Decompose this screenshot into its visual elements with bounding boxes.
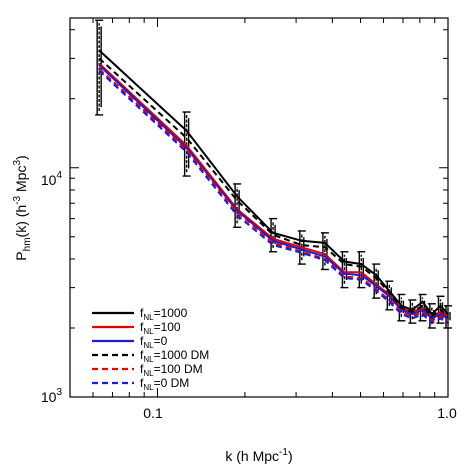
legend-entry-fnl100: fNL=100 <box>92 320 181 336</box>
legend-label-fnl1000-dm: fNL=1000 DM <box>140 348 209 364</box>
series-lines <box>98 49 449 325</box>
error-bars <box>95 19 452 329</box>
legend: fNL=1000 fNL=100 fNL=0 fNL=1000 DM fNL=1… <box>92 306 209 392</box>
plot-frame <box>69 17 449 398</box>
legend-entry-fnl0-dm: fNL=0 DM <box>92 376 189 392</box>
series-line-1 <box>98 62 449 318</box>
x-tick-label-0.1: 0.1 <box>143 405 163 421</box>
y-tick-label-1e4: 104 <box>41 170 63 188</box>
legend-label-fnl1000: fNL=1000 <box>140 306 188 322</box>
legend-label-fnl100: fNL=100 <box>140 320 181 336</box>
legend-entry-fnl1000-dm: fNL=1000 DM <box>92 348 209 364</box>
axis-ticks <box>69 18 449 398</box>
series-line-3 <box>98 57 449 318</box>
legend-label-fnl0-dm: fNL=0 DM <box>140 376 189 392</box>
legend-label-fnl100-dm: fNL=100 DM <box>140 362 203 378</box>
series-line-4 <box>98 68 449 323</box>
series-line-2 <box>98 64 449 320</box>
series-line-0 <box>98 49 449 316</box>
legend-label-fnl0: fNL=0 <box>140 334 168 350</box>
x-tick-label-1.0: 1.0 <box>437 405 457 421</box>
y-tick-label-1e3: 103 <box>41 387 63 405</box>
y-axis-label: Phm(k) (h-3 Mpc3) <box>12 155 33 260</box>
series-line-5 <box>98 69 449 325</box>
x-axis-label: k (h Mpc-1) <box>225 447 292 464</box>
legend-entry-fnl100-dm: fNL=100 DM <box>92 362 203 378</box>
legend-entry-fnl1000: fNL=1000 <box>92 306 188 322</box>
legend-entry-fnl0: fNL=0 <box>92 334 168 350</box>
